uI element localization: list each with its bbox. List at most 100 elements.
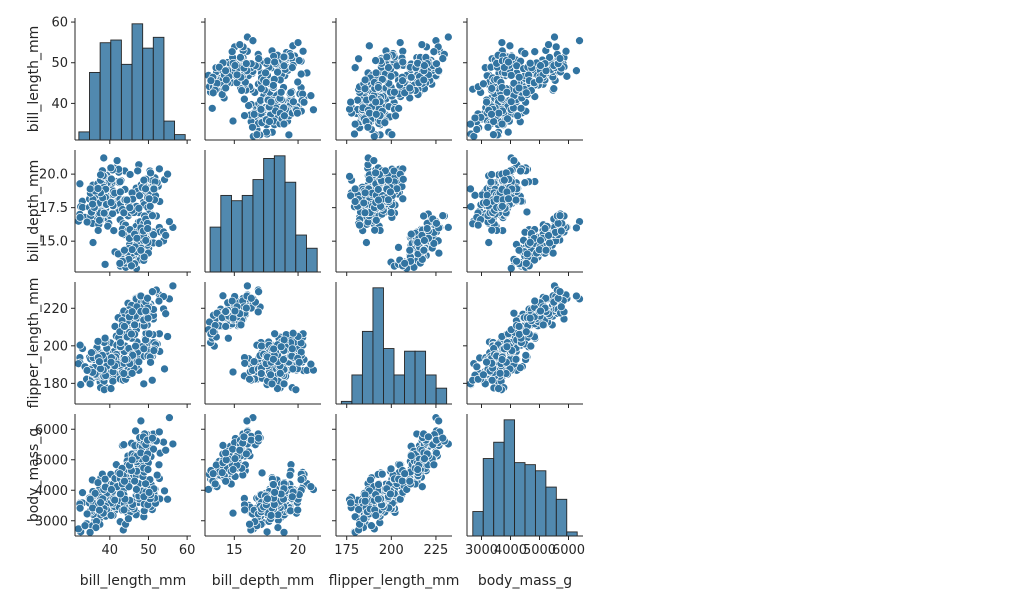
scatter-point [398, 194, 408, 204]
scatter-point [350, 119, 360, 129]
scatter-point [88, 199, 97, 209]
scatter-point [119, 208, 129, 218]
scatter-point [262, 527, 272, 537]
scatter-point [141, 184, 150, 194]
scatter-point [88, 238, 98, 247]
scatter-point [371, 511, 381, 520]
histogram-bar [351, 374, 363, 405]
scatter-point [127, 368, 137, 378]
scatter-point [168, 439, 178, 449]
scatter-point [466, 202, 476, 212]
scatter-point [266, 370, 275, 380]
histogram-bar [252, 179, 265, 273]
scatter-point [240, 94, 249, 104]
histogram-bar [566, 531, 578, 537]
scatter-point [386, 71, 396, 81]
scatter-point [555, 211, 565, 220]
x-tick-label: 60 [179, 543, 196, 558]
x-axis-label: flipper_length_mm [329, 573, 460, 589]
scatter-point [362, 238, 371, 247]
scatter-point [371, 109, 381, 119]
scatter-point [470, 113, 480, 123]
histogram-bar [142, 47, 154, 141]
scatter-point [136, 245, 146, 255]
histogram-bar [241, 194, 254, 273]
scatter-point [360, 188, 370, 198]
scatter-point [373, 83, 383, 92]
scatter-point [346, 191, 356, 201]
scatter-point [124, 514, 133, 524]
scatter-point [266, 511, 276, 520]
scatter-point [520, 178, 530, 188]
scatter-point [390, 87, 399, 97]
scatter-point [276, 342, 286, 352]
scatter-point [483, 122, 493, 132]
scatter-point [296, 475, 306, 484]
y-tick-label: 180 [43, 377, 68, 392]
scatter-point [496, 93, 506, 103]
scatter-point [370, 225, 380, 235]
scatter-point [509, 156, 519, 165]
scatter-point [120, 322, 129, 331]
scatter-point [154, 460, 164, 470]
histogram-bar [435, 387, 448, 405]
scatter-point [541, 245, 551, 255]
scatter-point [497, 38, 507, 47]
histogram-bar [263, 158, 275, 273]
scatter-point [241, 449, 251, 459]
scatter-point [96, 498, 105, 507]
x-tick-label: 50 [140, 543, 157, 558]
scatter-point [360, 496, 370, 506]
y-tick-label: 50 [51, 56, 68, 71]
scatter-point [145, 201, 155, 211]
panel-body_mass_g-vs-bill_depth_mm: 15 20 [201, 413, 321, 558]
scatter-point [386, 464, 396, 474]
scatter-point [354, 505, 363, 514]
panel-bill_length_mm-vs-flipper_length_mm [332, 18, 453, 144]
scatter-point [360, 208, 370, 218]
scatter-point [511, 195, 521, 205]
scatter-point [551, 42, 561, 52]
scatter-point [549, 84, 559, 94]
scatter-point [135, 191, 144, 201]
scatter-point [505, 41, 515, 51]
scatter-point [270, 57, 279, 67]
panel-body_mass_g-vs-flipper_length_mm: 175 200 225 [332, 413, 453, 558]
scatter-point [406, 451, 416, 461]
scatter-point [224, 333, 233, 343]
panel-flipper_length_mm-vs-body_mass_g [463, 281, 584, 408]
scatter-point [106, 384, 116, 393]
scatter-point [434, 248, 444, 258]
scatter-point [228, 508, 238, 518]
scatter-point [503, 114, 512, 124]
scatter-point [536, 236, 545, 245]
scatter-point [296, 69, 306, 79]
scatter-point [273, 67, 282, 77]
scatter-point [265, 117, 274, 126]
scatter-point [146, 357, 155, 367]
scatter-point [514, 322, 524, 331]
scatter-point [298, 46, 308, 56]
histogram-bar [231, 200, 243, 273]
scatter-point [487, 170, 497, 179]
y-tick-label: 15.0 [39, 235, 68, 250]
scatter-point [345, 104, 354, 114]
scatter-point [85, 379, 95, 389]
scatter-point [429, 239, 439, 248]
scatter-point [221, 476, 231, 486]
scatter-point [398, 76, 407, 85]
scatter-point [525, 238, 535, 247]
scatter-point [306, 482, 316, 492]
scatter-point [279, 527, 289, 537]
scatter-point [93, 478, 103, 488]
panel-bill_length_mm-vs-bill_length_mm: 40 50 60 [51, 16, 191, 144]
scatter-point [161, 231, 171, 240]
panel-bill_depth_mm-vs-body_mass_g [463, 150, 584, 276]
panel-bill_depth_mm-vs-bill_depth_mm [204, 150, 321, 276]
histogram-bar [383, 348, 395, 405]
histogram-bar [404, 350, 416, 405]
histogram-bar [372, 287, 384, 405]
scatter-point [360, 84, 370, 94]
scatter-point [149, 346, 159, 355]
scatter-point [106, 198, 116, 207]
